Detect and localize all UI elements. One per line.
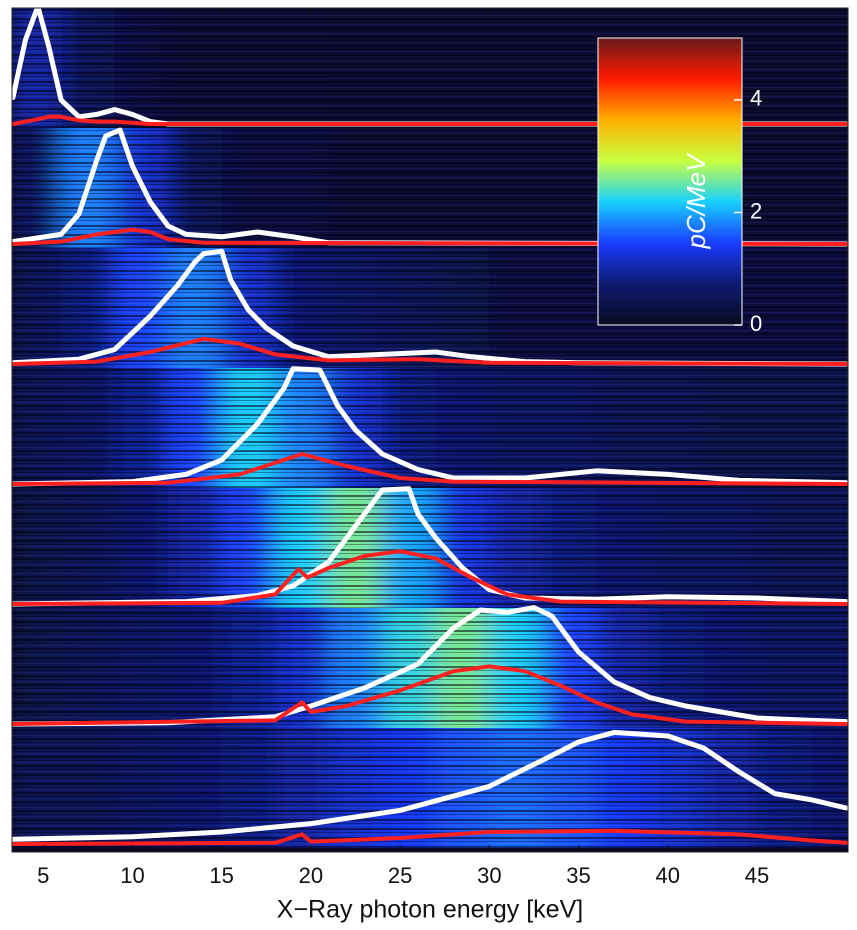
x-tick-label: 15 [209,863,233,888]
x-tick-label: 40 [656,863,680,888]
colorbar-tick-label: 2 [750,198,762,223]
colorbar-scale [597,37,743,326]
spectrum-line [12,452,848,486]
spectrum-line [12,549,848,606]
spectrum-line [12,336,848,366]
spectrum-line [12,227,848,246]
x-tick-label: 5 [37,863,49,888]
x-tick-label: 45 [745,863,769,888]
colorbar-tick-label: 0 [750,311,762,336]
spectrum-line [12,248,848,367]
colorbar-label: pC/MeV [681,152,711,250]
plot-frame [11,7,849,853]
x-tick-label: 10 [120,863,144,888]
spectrum-line [12,127,848,247]
x-tick-label: 35 [566,863,590,888]
spectrum-line [12,828,848,846]
spectrum-line [12,366,848,487]
spectrum-line [12,114,848,126]
colorbar-tick-label: 4 [750,86,762,111]
spectrum-line [12,664,848,726]
curves [12,8,848,846]
x-tick-label: 20 [299,863,323,888]
colorbar: 0 2 4 pC/MeV [597,37,762,336]
x-tick-label: 30 [477,863,501,888]
x-axis-label: X−Ray photon energy [keV] [277,896,583,924]
spectrum-line [12,729,848,842]
x-tick-label: 25 [388,863,412,888]
x-axis: 5 10 15 20 25 30 35 40 45 [37,8,769,888]
